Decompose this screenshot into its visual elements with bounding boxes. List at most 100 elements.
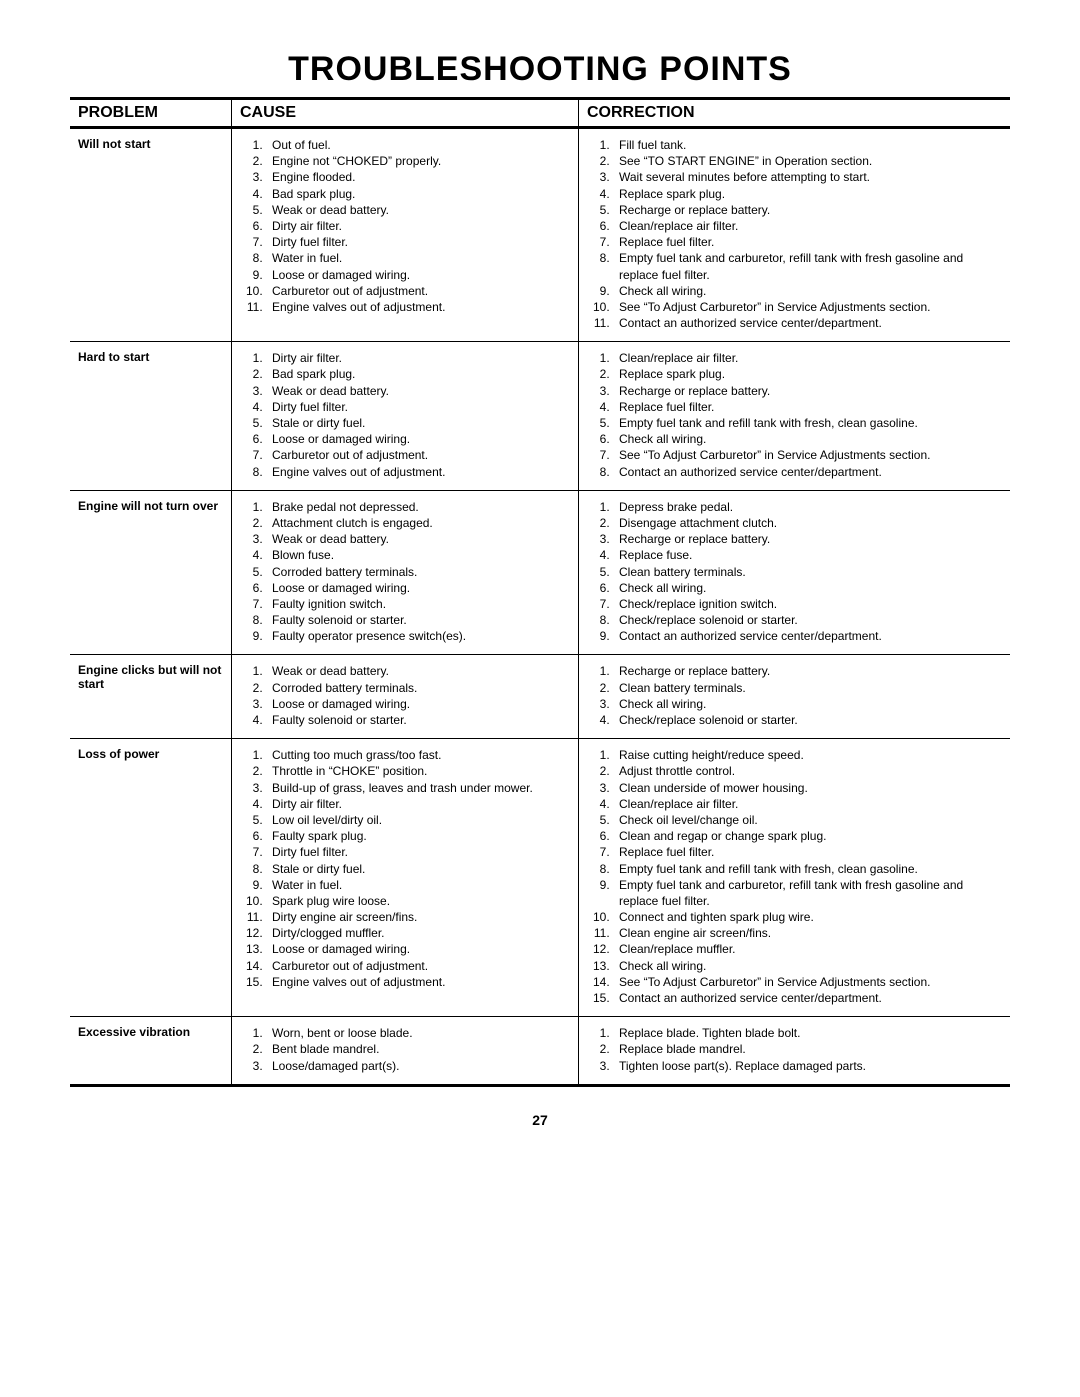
table-row: Excessive vibrationWorn, bent or loose b… [70,1017,1010,1086]
cause-item: Engine flooded. [266,169,570,185]
correction-item: Clean battery terminals. [613,680,1002,696]
cause-item: Carburetor out of adjustment. [266,958,570,974]
correction-item: Contact an authorized service center/dep… [613,315,1002,331]
correction-item: Recharge or replace battery. [613,531,1002,547]
correction-item: Replace fuel filter. [613,399,1002,415]
cause-item: Dirty air filter. [266,350,570,366]
cause-item: Weak or dead battery. [266,202,570,218]
correction-item: Clean/replace muffler. [613,941,1002,957]
cause-list: Brake pedal not depressed.Attachment clu… [240,499,570,645]
cause-item: Dirty air filter. [266,796,570,812]
cause-item: Faulty ignition switch. [266,596,570,612]
correction-item: Contact an authorized service center/dep… [613,628,1002,644]
correction-item: Contact an authorized service center/dep… [613,464,1002,480]
problem-label: Will not start [78,137,151,151]
correction-item: Check/replace ignition switch. [613,596,1002,612]
problem-label: Engine will not turn over [78,499,218,513]
correction-item: Empty fuel tank and carburetor, refill t… [613,250,1002,282]
cause-item: Out of fuel. [266,137,570,153]
correction-item: Check all wiring. [613,580,1002,596]
cause-item: Corroded battery terminals. [266,564,570,580]
correction-item: Fill fuel tank. [613,137,1002,153]
cause-item: Throttle in “CHOKE” position. [266,763,570,779]
correction-item: Check oil level/change oil. [613,812,1002,828]
correction-item: Connect and tighten spark plug wire. [613,909,1002,925]
correction-list: Fill fuel tank.See “TO START ENGINE” in … [587,137,1002,331]
correction-item: See “To Adjust Carburetor” in Service Ad… [613,447,1002,463]
cause-item: Bad spark plug. [266,186,570,202]
table-row: Hard to start Dirty air filter.Bad spark … [70,342,1010,491]
correction-item: Recharge or replace battery. [613,383,1002,399]
table-row: Will not start Out of fuel.Engine not “CH… [70,128,1010,342]
cause-item: Engine not “CHOKED” properly. [266,153,570,169]
correction-item: See “To Adjust Carburetor” in Service Ad… [613,299,1002,315]
cause-list: Out of fuel.Engine not “CHOKED” properly… [240,137,570,315]
correction-item: Replace fuel filter. [613,234,1002,250]
correction-item: Replace blade. Tighten blade bolt. [613,1025,1002,1041]
problem-label: Hard to start [78,350,149,364]
cause-list: Weak or dead battery.Corroded battery te… [240,663,570,728]
correction-item: Check all wiring. [613,283,1002,299]
correction-item: Empty fuel tank and carburetor, refill t… [613,877,1002,909]
cause-item: Spark plug wire loose. [266,893,570,909]
correction-item: Recharge or replace battery. [613,202,1002,218]
cause-item: Loose or damaged wiring. [266,267,570,283]
correction-item: Adjust throttle control. [613,763,1002,779]
correction-item: See “TO START ENGINE” in Operation secti… [613,153,1002,169]
cause-item: Water in fuel. [266,877,570,893]
cause-item: Attachment clutch is engaged. [266,515,570,531]
table-header-row: PROBLEM CAUSE CORRECTION [70,99,1010,128]
cause-list: Dirty air filter.Bad spark plug.Weak or … [240,350,570,480]
cause-item: Water in fuel. [266,250,570,266]
correction-item: Wait several minutes before attempting t… [613,169,1002,185]
cause-item: Engine valves out of adjustment. [266,299,570,315]
cause-item: Carburetor out of adjustment. [266,283,570,299]
cause-item: Build-up of grass, leaves and trash unde… [266,780,570,796]
cause-item: Cutting too much grass/too fast. [266,747,570,763]
correction-item: Replace blade mandrel. [613,1041,1002,1057]
cause-item: Worn, bent or loose blade. [266,1025,570,1041]
correction-item: Disengage attachment clutch. [613,515,1002,531]
table-row: Engine clicks but will not start Weak or … [70,655,1010,739]
cause-item: Dirty fuel filter. [266,234,570,250]
problem-label: Engine clicks but will not start [78,663,221,691]
correction-list: Raise cutting height/reduce speed.Adjust… [587,747,1002,1006]
correction-item: Clean and regap or change spark plug. [613,828,1002,844]
cause-item: Brake pedal not depressed. [266,499,570,515]
cause-item: Weak or dead battery. [266,531,570,547]
cause-item: Corroded battery terminals. [266,680,570,696]
cause-item: Stale or dirty fuel. [266,861,570,877]
cause-item: Faulty spark plug. [266,828,570,844]
header-cause: CAUSE [232,99,579,128]
correction-item: Clean battery terminals. [613,564,1002,580]
correction-item: Empty fuel tank and refill tank with fre… [613,415,1002,431]
cause-item: Loose or damaged wiring. [266,941,570,957]
troubleshooting-table: PROBLEM CAUSE CORRECTION Will not start O… [70,97,1010,1087]
correction-item: Check/replace solenoid or starter. [613,612,1002,628]
correction-item: Check all wiring. [613,958,1002,974]
table-row: Engine will not turn over Brake pedal not… [70,490,1010,655]
correction-item: See “To Adjust Carburetor” in Service Ad… [613,974,1002,990]
cause-item: Faulty solenoid or starter. [266,712,570,728]
cause-list: Cutting too much grass/too fast.Throttle… [240,747,570,990]
cause-item: Dirty fuel filter. [266,844,570,860]
correction-item: Replace spark plug. [613,366,1002,382]
correction-item: Empty fuel tank and refill tank with fre… [613,861,1002,877]
cause-item: Dirty air filter. [266,218,570,234]
cause-item: Loose or damaged wiring. [266,431,570,447]
cause-item: Carburetor out of adjustment. [266,447,570,463]
cause-item: Faulty solenoid or starter. [266,612,570,628]
correction-item: Clean engine air screen/fins. [613,925,1002,941]
table-row: Loss of powerCutting too much grass/too … [70,739,1010,1017]
cause-item: Loose or damaged wiring. [266,696,570,712]
correction-item: Contact an authorized service center/dep… [613,990,1002,1006]
correction-item: Replace spark plug. [613,186,1002,202]
cause-item: Dirty/clogged muffler. [266,925,570,941]
cause-item: Faulty operator presence switch(es). [266,628,570,644]
page-title: TROUBLESHOOTING POINTS [70,50,1010,89]
cause-item: Bad spark plug. [266,366,570,382]
correction-item: Clean/replace air filter. [613,218,1002,234]
cause-list: Worn, bent or loose blade.Bent blade man… [240,1025,570,1074]
correction-item: Clean underside of mower housing. [613,780,1002,796]
cause-item: Stale or dirty fuel. [266,415,570,431]
